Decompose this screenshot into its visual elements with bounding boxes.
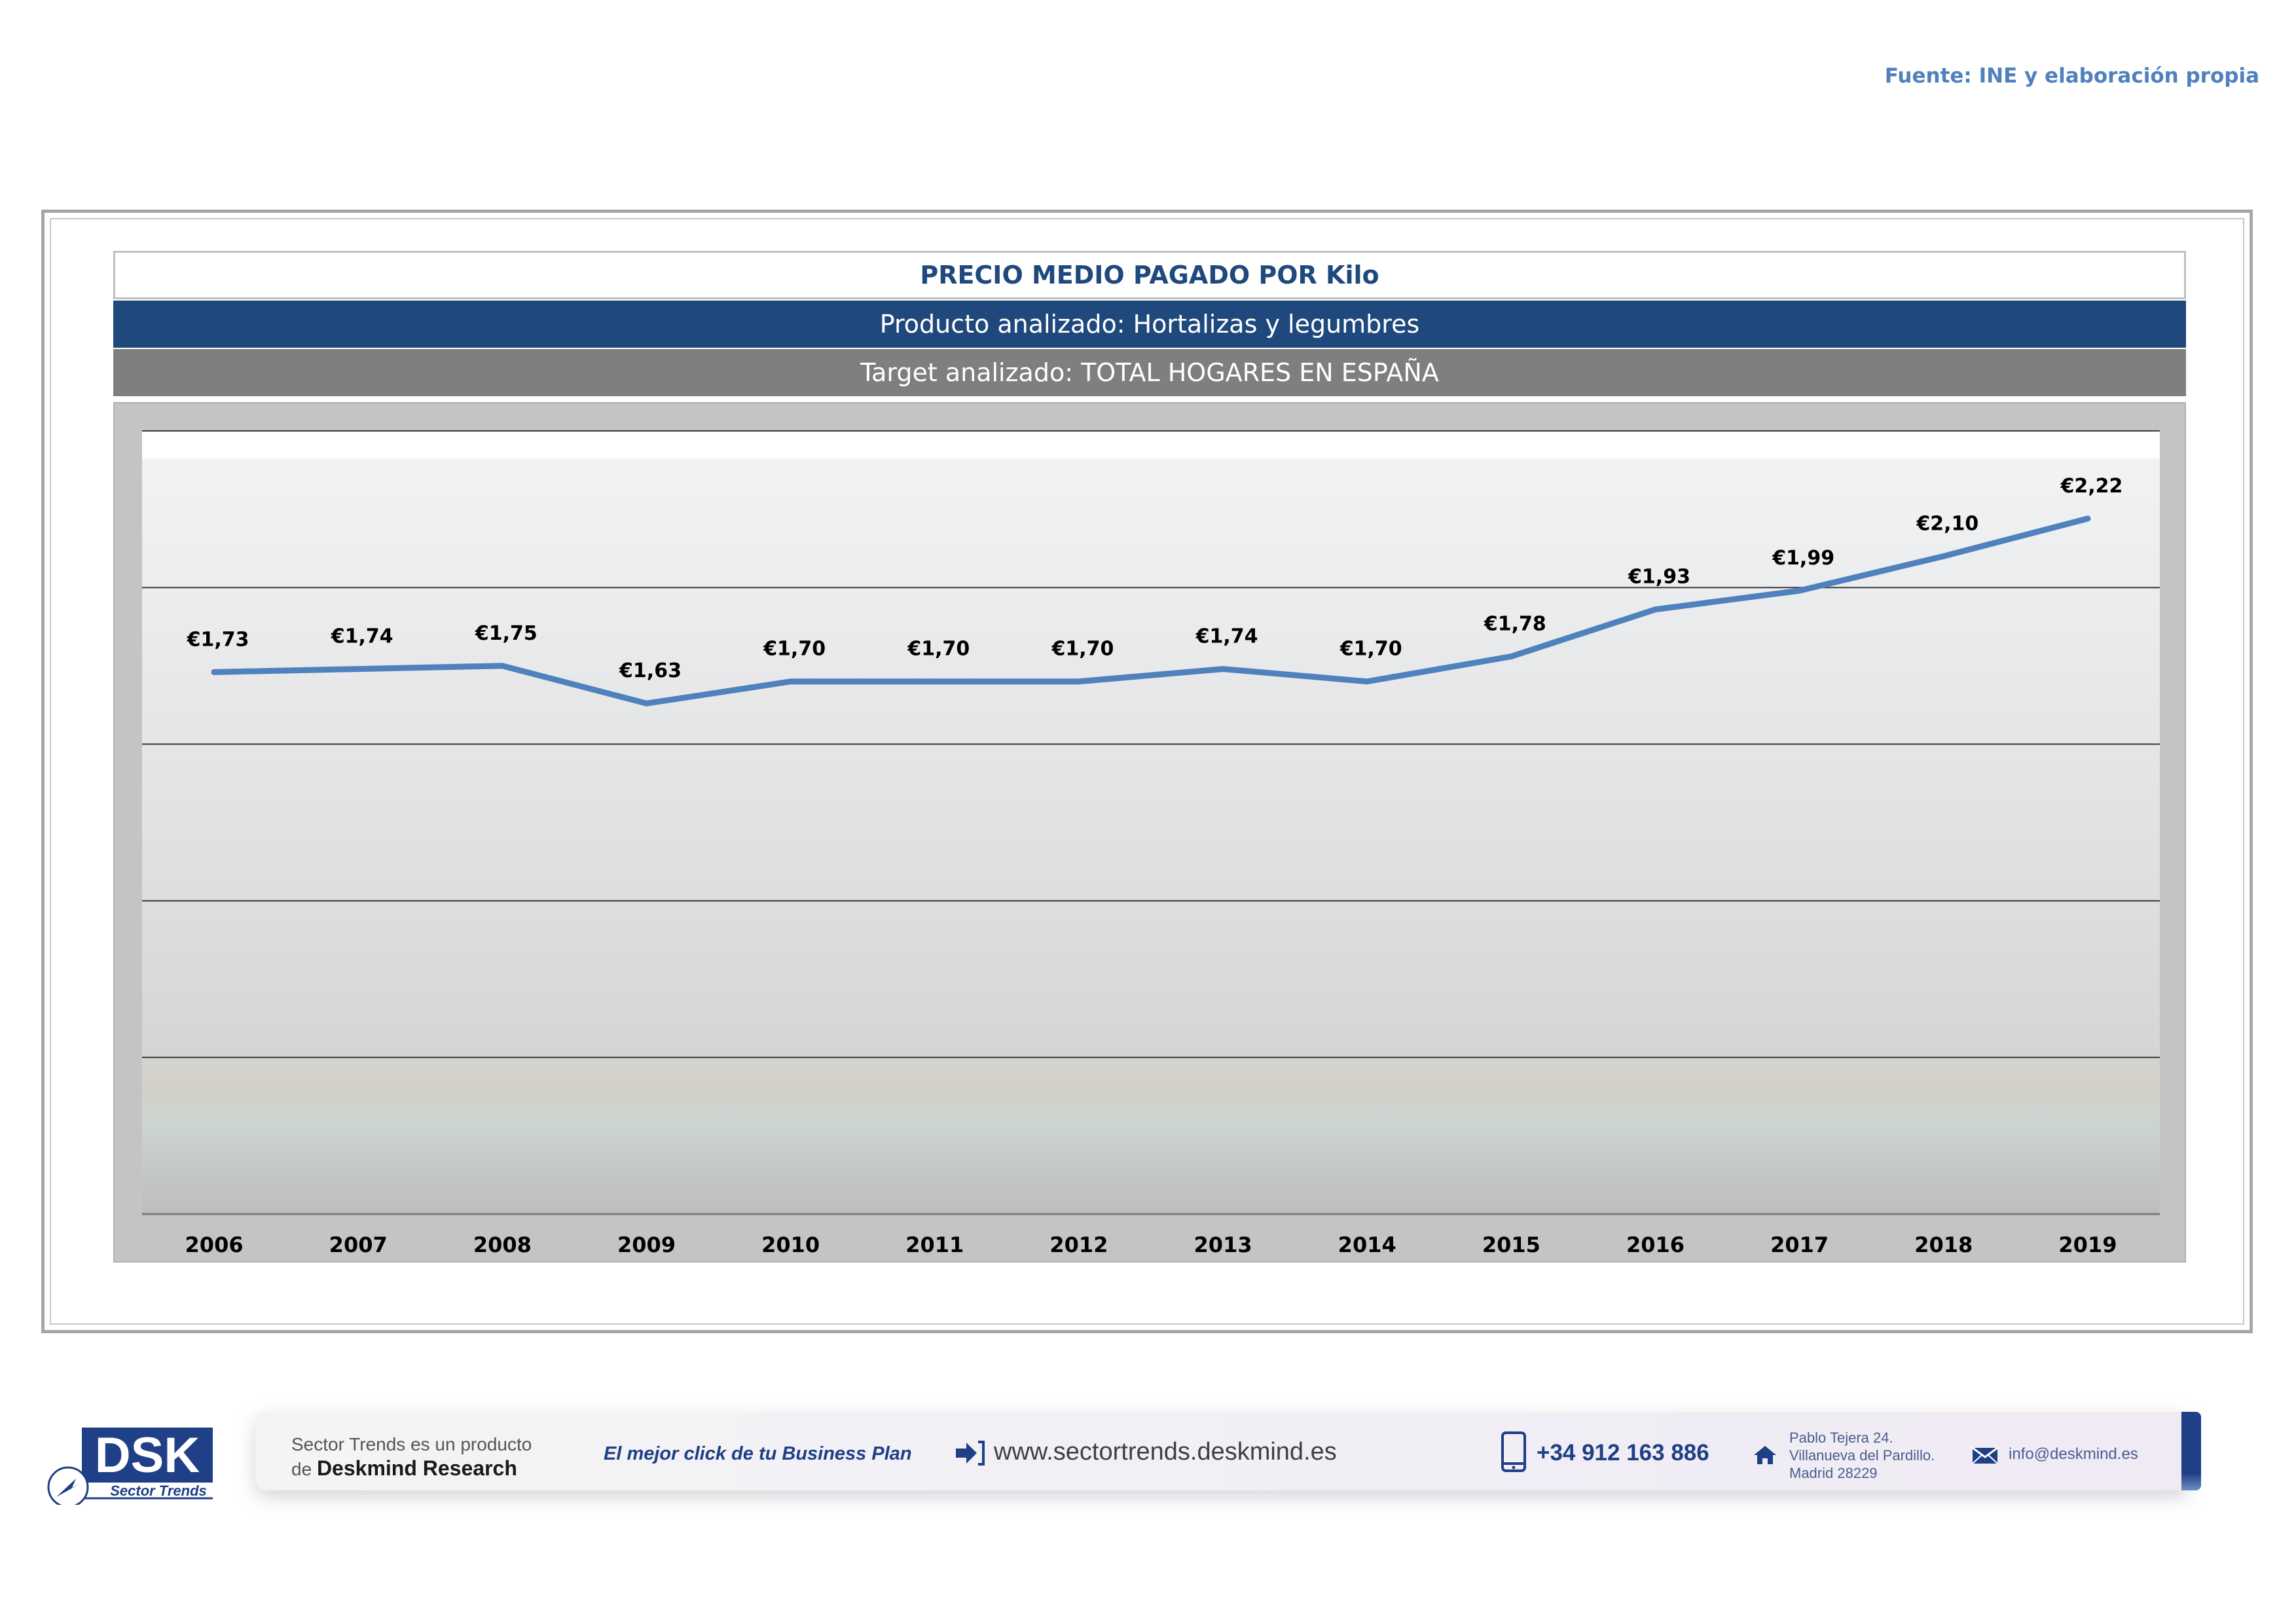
data-point: [1076, 678, 1082, 685]
data-label: €2,10: [1916, 512, 1978, 535]
x-tick-label: 2009: [617, 1232, 676, 1257]
x-tick-label: 2019: [2058, 1232, 2117, 1257]
footer-address-line2: Villanueva del Pardillo.: [1789, 1447, 1935, 1464]
footer-intro-prefix: de: [291, 1459, 317, 1479]
x-tick-label: 2017: [1770, 1232, 1829, 1257]
plot-top-band: [142, 431, 2160, 458]
x-tick-label: 2010: [761, 1232, 820, 1257]
data-label: €1,93: [1628, 566, 1690, 589]
footer-intro-line1: Sector Trends es un producto: [291, 1434, 532, 1454]
data-point: [355, 666, 361, 673]
mail-icon: [1972, 1447, 1998, 1467]
data-point: [2085, 515, 2091, 522]
report-inner-frame: [50, 218, 2244, 1325]
data-point: [1941, 553, 1947, 559]
x-tick-label: 2011: [905, 1232, 964, 1257]
chart-title: PRECIO MEDIO PAGADO POR Kilo: [113, 251, 2186, 299]
footer-address-line1: Pablo Tejera 24.: [1789, 1430, 1893, 1446]
footer-address-line3: Madrid 28229: [1789, 1465, 1878, 1481]
data-point: [499, 663, 505, 669]
data-point: [1220, 666, 1226, 673]
logo-text: DSK: [95, 1428, 200, 1483]
data-point: [1796, 587, 1803, 594]
x-tick-label: 2018: [1914, 1232, 1973, 1257]
sign-in-arrow-icon: [955, 1439, 985, 1469]
footer-endcap: [2181, 1412, 2201, 1490]
data-label: €1,73: [187, 628, 249, 651]
x-tick-label: 2007: [329, 1232, 388, 1257]
data-label: €1,70: [907, 638, 970, 661]
x-tick-label: 2008: [473, 1232, 532, 1257]
report-frame: [41, 210, 2253, 1333]
data-point: [1652, 606, 1658, 613]
footer-email[interactable]: info@deskmind.es: [2009, 1445, 2138, 1463]
footer-address: Pablo Tejera 24. Villanueva del Pardillo…: [1789, 1429, 1935, 1482]
footer-phone[interactable]: +34 912 163 886: [1537, 1440, 1709, 1466]
x-tick-label: 2013: [1194, 1232, 1252, 1257]
series-line: [211, 515, 2091, 707]
data-label: €1,78: [1484, 612, 1546, 635]
footer-band: [255, 1412, 2201, 1490]
home-icon: [1753, 1445, 1777, 1468]
data-label: €1,70: [1339, 638, 1402, 661]
data-label: €1,75: [475, 622, 538, 645]
footer-website-link[interactable]: www.sectortrends.deskmind.es: [994, 1438, 1337, 1466]
data-label: €1,74: [1195, 625, 1258, 648]
x-tick-label: 2006: [185, 1232, 244, 1257]
footer-intro: Sector Trends es un producto de Deskmind…: [291, 1433, 532, 1481]
phone-icon: [1501, 1431, 1527, 1475]
source-label: Fuente: INE y elaboración propia: [1884, 64, 2259, 88]
data-point: [211, 669, 217, 675]
footer-intro-line2: de Deskmind Research: [291, 1456, 532, 1481]
plot-area: [142, 431, 2160, 1214]
data-label: €1,74: [331, 625, 393, 648]
data-label: €1,99: [1772, 547, 1834, 570]
data-point: [932, 678, 938, 685]
data-point: [1364, 678, 1370, 685]
target-label: Target analizado: TOTAL HOGARES EN ESPAÑ…: [113, 349, 2186, 396]
data-label: €1,70: [1051, 638, 1114, 661]
data-point: [1508, 653, 1514, 659]
data-label: €1,63: [619, 659, 682, 682]
data-label: €2,22: [2060, 475, 2123, 498]
x-tick-label: 2016: [1626, 1232, 1685, 1257]
line-chart: 2006 2007 2008 2009 2010 2011 2012 2013 2014 2015…: [142, 430, 2160, 1257]
logo-subtitle: Sector Trends: [110, 1483, 207, 1499]
x-tick-label: 2014: [1338, 1232, 1396, 1257]
footer-brand: Deskmind Research: [316, 1456, 517, 1480]
dsk-logo: DSK Sector Trends: [46, 1426, 216, 1508]
chart-container: 2006 2007 2008 2009 2010 2011 2012 2013 2014 2015…: [113, 402, 2186, 1263]
x-tick-label: 2015: [1482, 1232, 1540, 1257]
x-tick-label: 2012: [1049, 1232, 1108, 1257]
product-label: Producto analizado: Hortalizas y legumbr…: [113, 301, 2186, 348]
data-label: €1,70: [763, 638, 826, 661]
data-point: [644, 700, 649, 707]
footer-slogan: El mejor click de tu Business Plan: [604, 1443, 912, 1464]
data-point: [788, 678, 794, 685]
